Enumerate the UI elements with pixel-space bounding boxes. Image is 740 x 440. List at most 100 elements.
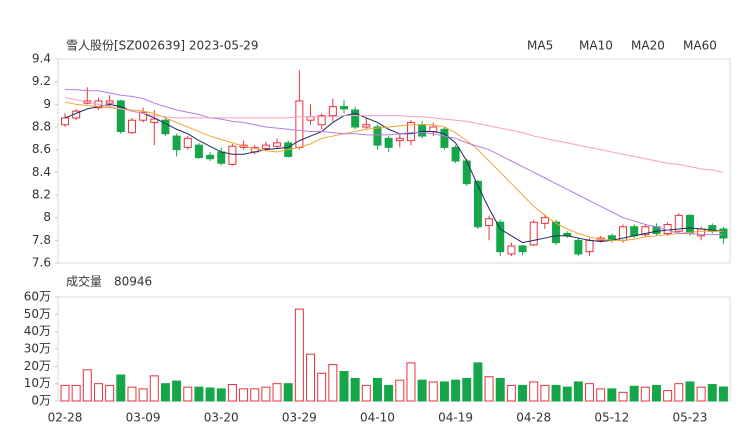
volume-bar bbox=[518, 384, 528, 402]
candle-body bbox=[373, 126, 382, 146]
volume-bar bbox=[529, 381, 539, 402]
x-tick-label: 02-28 bbox=[48, 411, 83, 425]
volume-bar bbox=[306, 353, 316, 402]
y-tick-label: 10万 bbox=[24, 376, 51, 390]
volume-bar bbox=[372, 377, 382, 402]
volume-bar bbox=[663, 390, 673, 402]
legend-label: MA20 bbox=[631, 39, 665, 53]
x-tick-label: 03-29 bbox=[282, 411, 317, 425]
chart-title: 雪人股份[SZ002639] 2023-05-29 bbox=[66, 39, 259, 53]
volume-bar bbox=[138, 388, 148, 402]
y-tick-label: 30万 bbox=[24, 342, 51, 356]
volume-bar bbox=[495, 377, 505, 402]
ma-line bbox=[64, 101, 724, 241]
volume-bar bbox=[317, 372, 327, 402]
y-tick-label: 9.2 bbox=[32, 74, 51, 88]
volume-bar bbox=[82, 369, 92, 402]
volume-bar bbox=[294, 308, 304, 402]
volume-latest: 80946 bbox=[114, 275, 152, 289]
candle-body bbox=[518, 245, 527, 253]
volume-bar bbox=[93, 383, 103, 402]
ma-line bbox=[65, 89, 724, 236]
volume-bar bbox=[540, 384, 550, 402]
candle-body bbox=[451, 146, 460, 162]
volume-bar bbox=[674, 383, 684, 402]
volume-bar bbox=[361, 384, 371, 402]
candle-body bbox=[273, 142, 282, 147]
candle-body bbox=[116, 100, 125, 133]
x-tick-label: 04-19 bbox=[438, 411, 473, 425]
x-tick-label: 03-09 bbox=[126, 411, 161, 425]
x-tick-label: 04-28 bbox=[516, 411, 551, 425]
y-tick-label: 8.8 bbox=[32, 120, 51, 134]
candle-body bbox=[485, 218, 494, 227]
candle-body bbox=[685, 214, 694, 235]
candle-body bbox=[630, 226, 639, 237]
volume-bar bbox=[696, 386, 706, 402]
y-tick-label: 60万 bbox=[24, 290, 51, 304]
volume-bar bbox=[506, 384, 516, 402]
volume-bar bbox=[261, 386, 271, 402]
candle-body bbox=[719, 228, 728, 239]
candle-body bbox=[540, 217, 549, 224]
volume-bar bbox=[227, 384, 237, 402]
volume-bar bbox=[395, 379, 405, 402]
candle-body bbox=[429, 126, 438, 133]
candle-body bbox=[206, 154, 215, 160]
volume-bar bbox=[350, 377, 360, 402]
legend-label: MA60 bbox=[683, 39, 717, 53]
candle-body bbox=[351, 109, 360, 128]
candle-body bbox=[440, 128, 449, 148]
y-tick-label: 7.8 bbox=[32, 233, 51, 247]
candle-body bbox=[328, 106, 337, 117]
volume-bar bbox=[618, 391, 628, 402]
volume-bar bbox=[216, 388, 226, 402]
y-tick-label: 0万 bbox=[31, 394, 51, 408]
volume-bar bbox=[205, 387, 215, 402]
volume-bar bbox=[239, 388, 249, 402]
legend-label: MA10 bbox=[579, 39, 613, 53]
volume-bar bbox=[183, 386, 193, 402]
y-tick-label: 8.6 bbox=[32, 142, 51, 156]
ma-line bbox=[64, 97, 724, 173]
volume-bar bbox=[339, 371, 349, 402]
y-tick-label: 8.2 bbox=[32, 188, 51, 202]
candle-body bbox=[507, 245, 516, 255]
volume-bar bbox=[484, 376, 494, 402]
candle-body bbox=[418, 124, 427, 137]
candle-body bbox=[529, 221, 538, 246]
candle-body bbox=[61, 117, 69, 126]
candle-body bbox=[585, 239, 594, 253]
y-tick-label: 8.4 bbox=[32, 165, 51, 179]
candle-body bbox=[139, 111, 148, 121]
candle-body bbox=[228, 145, 237, 165]
volume-bar bbox=[629, 385, 639, 402]
candle-body bbox=[641, 226, 650, 236]
volume-bar bbox=[439, 381, 449, 402]
candle-body bbox=[496, 221, 505, 253]
volume-bar bbox=[707, 384, 717, 402]
x-tick-label: 04-10 bbox=[360, 411, 395, 425]
candle-body bbox=[574, 239, 583, 255]
candle-body bbox=[362, 124, 371, 128]
volume-bar bbox=[384, 384, 394, 402]
candle-body bbox=[317, 115, 326, 126]
volume-bar bbox=[328, 364, 338, 402]
x-tick-label: 03-20 bbox=[204, 411, 239, 425]
candle-body bbox=[150, 118, 159, 123]
volume-bar bbox=[596, 388, 606, 402]
candle-body bbox=[306, 116, 315, 121]
volume-bar bbox=[462, 377, 472, 402]
volume-bar bbox=[116, 374, 126, 402]
volume-bar bbox=[685, 381, 695, 402]
candle-body bbox=[384, 137, 393, 148]
y-tick-label: 50万 bbox=[24, 307, 51, 321]
volume-bar bbox=[71, 384, 81, 402]
volume-bar bbox=[283, 383, 293, 402]
volume-bar bbox=[149, 375, 159, 402]
y-tick-label: 8 bbox=[43, 210, 51, 224]
volume-bar bbox=[160, 383, 170, 402]
volume-bar bbox=[105, 384, 115, 402]
y-tick-label: 7.6 bbox=[32, 256, 51, 270]
y-tick-label: 40万 bbox=[24, 324, 51, 338]
